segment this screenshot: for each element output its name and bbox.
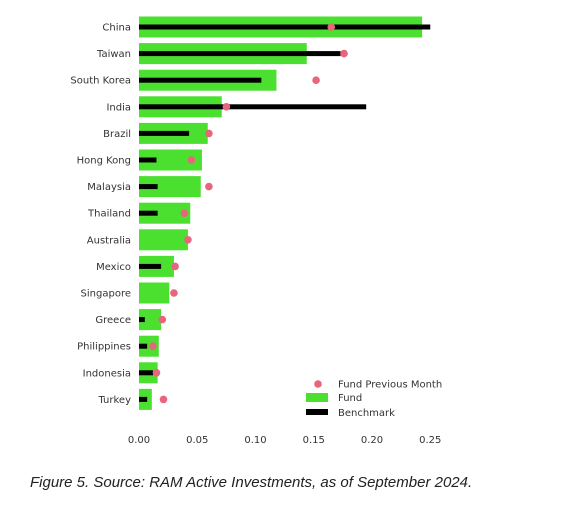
- legend-label: Fund Previous Month: [338, 380, 442, 391]
- fund-bar: [139, 176, 201, 198]
- previous-month-dot: [149, 342, 157, 351]
- benchmark-bar: [139, 157, 157, 163]
- category-label: Hong Kong: [77, 156, 131, 167]
- category-label: India: [106, 102, 131, 113]
- benchmark-bar: [139, 343, 148, 349]
- bar-chart: China Taiwan South Korea India Brazil Hong Ko…: [70, 16, 442, 446]
- category-label: Malaysia: [87, 182, 131, 193]
- previous-month-dot: [152, 369, 161, 377]
- fund-bar: [139, 335, 159, 357]
- previous-month-dot: [327, 23, 336, 31]
- category-label: South Korea: [70, 76, 131, 87]
- previous-month-dot: [158, 315, 167, 324]
- previous-month-dot: [171, 262, 179, 271]
- benchmark-bar: [139, 184, 158, 190]
- category-label: Australia: [87, 235, 131, 246]
- category-label: Brazil: [103, 129, 131, 140]
- category-label: Singapore: [81, 289, 131, 300]
- x-tick-label: 0.05: [186, 435, 208, 446]
- benchmark-bar: [139, 263, 162, 269]
- benchmark-bar: [139, 77, 262, 83]
- legend: Fund Previous Month Fund Benchmark: [306, 380, 442, 419]
- legend-label: Benchmark: [338, 408, 395, 419]
- category-label: China: [102, 23, 131, 34]
- fund-bar: [139, 149, 202, 171]
- legend-swatch-fund: [306, 393, 328, 402]
- fund-bar: [139, 229, 188, 251]
- previous-month-dot: [187, 156, 196, 164]
- benchmark-bar: [139, 104, 367, 110]
- benchmark-bar: [139, 370, 153, 376]
- benchmark-bar: [139, 317, 145, 323]
- previous-month-dot: [184, 236, 192, 244]
- x-tick-label: 0.10: [244, 435, 266, 446]
- previous-month-dot: [180, 209, 189, 217]
- legend-label: Fund: [338, 393, 362, 404]
- previous-month-dot: [205, 182, 213, 191]
- fund-bar: [139, 309, 162, 331]
- category-label: Thailand: [87, 209, 131, 220]
- previous-month-dot: [205, 129, 213, 138]
- x-tick-label: 0.25: [419, 435, 441, 446]
- category-label: Taiwan: [96, 49, 131, 60]
- fund-bar: [139, 202, 191, 224]
- benchmark-bar: [139, 24, 431, 30]
- category-label: Turkey: [97, 395, 131, 406]
- x-axis: 0.00 0.05 0.10 0.15 0.20 0.25: [128, 435, 442, 446]
- y-axis-labels: China Taiwan South Korea India Brazil Hong Ko…: [70, 23, 131, 406]
- previous-month-dot: [340, 49, 348, 58]
- legend-swatch-previous-month: [314, 380, 322, 388]
- x-tick-label: 0.15: [303, 435, 325, 446]
- x-tick-label: 0.20: [361, 435, 383, 446]
- category-label: Mexico: [96, 262, 131, 273]
- category-label: Greece: [95, 315, 131, 326]
- x-tick-label: 0.00: [128, 435, 150, 446]
- fund-bar: [139, 282, 170, 304]
- figure-caption: Figure 5. Source: RAM Active Investments…: [30, 474, 473, 491]
- benchmark-bar: [139, 210, 158, 216]
- previous-month-dot: [222, 103, 231, 111]
- previous-month-dot: [159, 395, 168, 404]
- category-label: Philippines: [77, 342, 131, 353]
- benchmark-bar: [139, 51, 341, 57]
- legend-swatch-benchmark: [306, 409, 328, 415]
- category-label: Indonesia: [83, 368, 131, 379]
- plot-area: [139, 16, 431, 410]
- previous-month-dot: [170, 289, 178, 297]
- benchmark-bar: [139, 130, 190, 136]
- benchmark-bar: [139, 396, 148, 402]
- previous-month-dot: [312, 76, 320, 84]
